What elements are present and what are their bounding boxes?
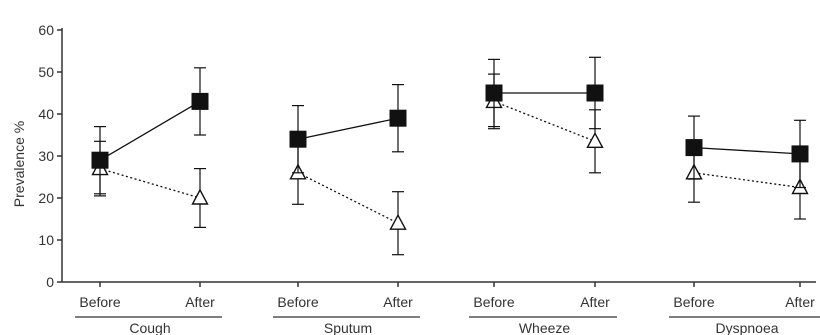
square-marker	[91, 151, 109, 169]
group-label: Cough	[129, 320, 170, 335]
triangle-marker	[191, 188, 209, 205]
series-line	[493, 100, 596, 142]
group-label: Sputum	[324, 320, 372, 335]
x-tick-label: Before	[673, 294, 714, 310]
x-tick-label: After	[785, 294, 815, 310]
y-tick-label: 30	[38, 148, 54, 164]
group-label: Dyspnoea	[715, 320, 778, 335]
y-tick-label: 40	[38, 106, 54, 122]
y-tick-label: 20	[38, 190, 54, 206]
square-marker	[191, 92, 209, 110]
x-tick-label: Before	[473, 294, 514, 310]
series-line	[693, 172, 801, 189]
series-line	[99, 167, 201, 199]
y-axis-label: Prevalence %	[11, 121, 27, 207]
y-tick-label: 10	[38, 232, 54, 248]
triangle-marker	[586, 131, 604, 149]
y-tick-label: 0	[46, 274, 54, 290]
series-line	[297, 117, 399, 140]
x-tick-label: Before	[79, 294, 120, 310]
x-tick-label: After	[580, 294, 610, 310]
x-tick-label: Before	[277, 294, 318, 310]
group-label: Wheeze	[519, 320, 571, 335]
series-line	[693, 146, 801, 155]
square-marker	[791, 145, 809, 163]
y-tick-label: 50	[38, 64, 54, 80]
square-marker	[389, 109, 407, 127]
square-marker	[586, 84, 604, 102]
x-tick-label: After	[383, 294, 413, 310]
x-tick-label: After	[185, 294, 215, 310]
square-marker	[685, 139, 703, 157]
triangle-marker	[389, 213, 407, 230]
series-line	[99, 100, 201, 161]
series-line	[297, 172, 399, 224]
square-marker	[289, 130, 307, 148]
square-marker	[485, 84, 503, 102]
y-tick-label: 60	[38, 22, 54, 38]
